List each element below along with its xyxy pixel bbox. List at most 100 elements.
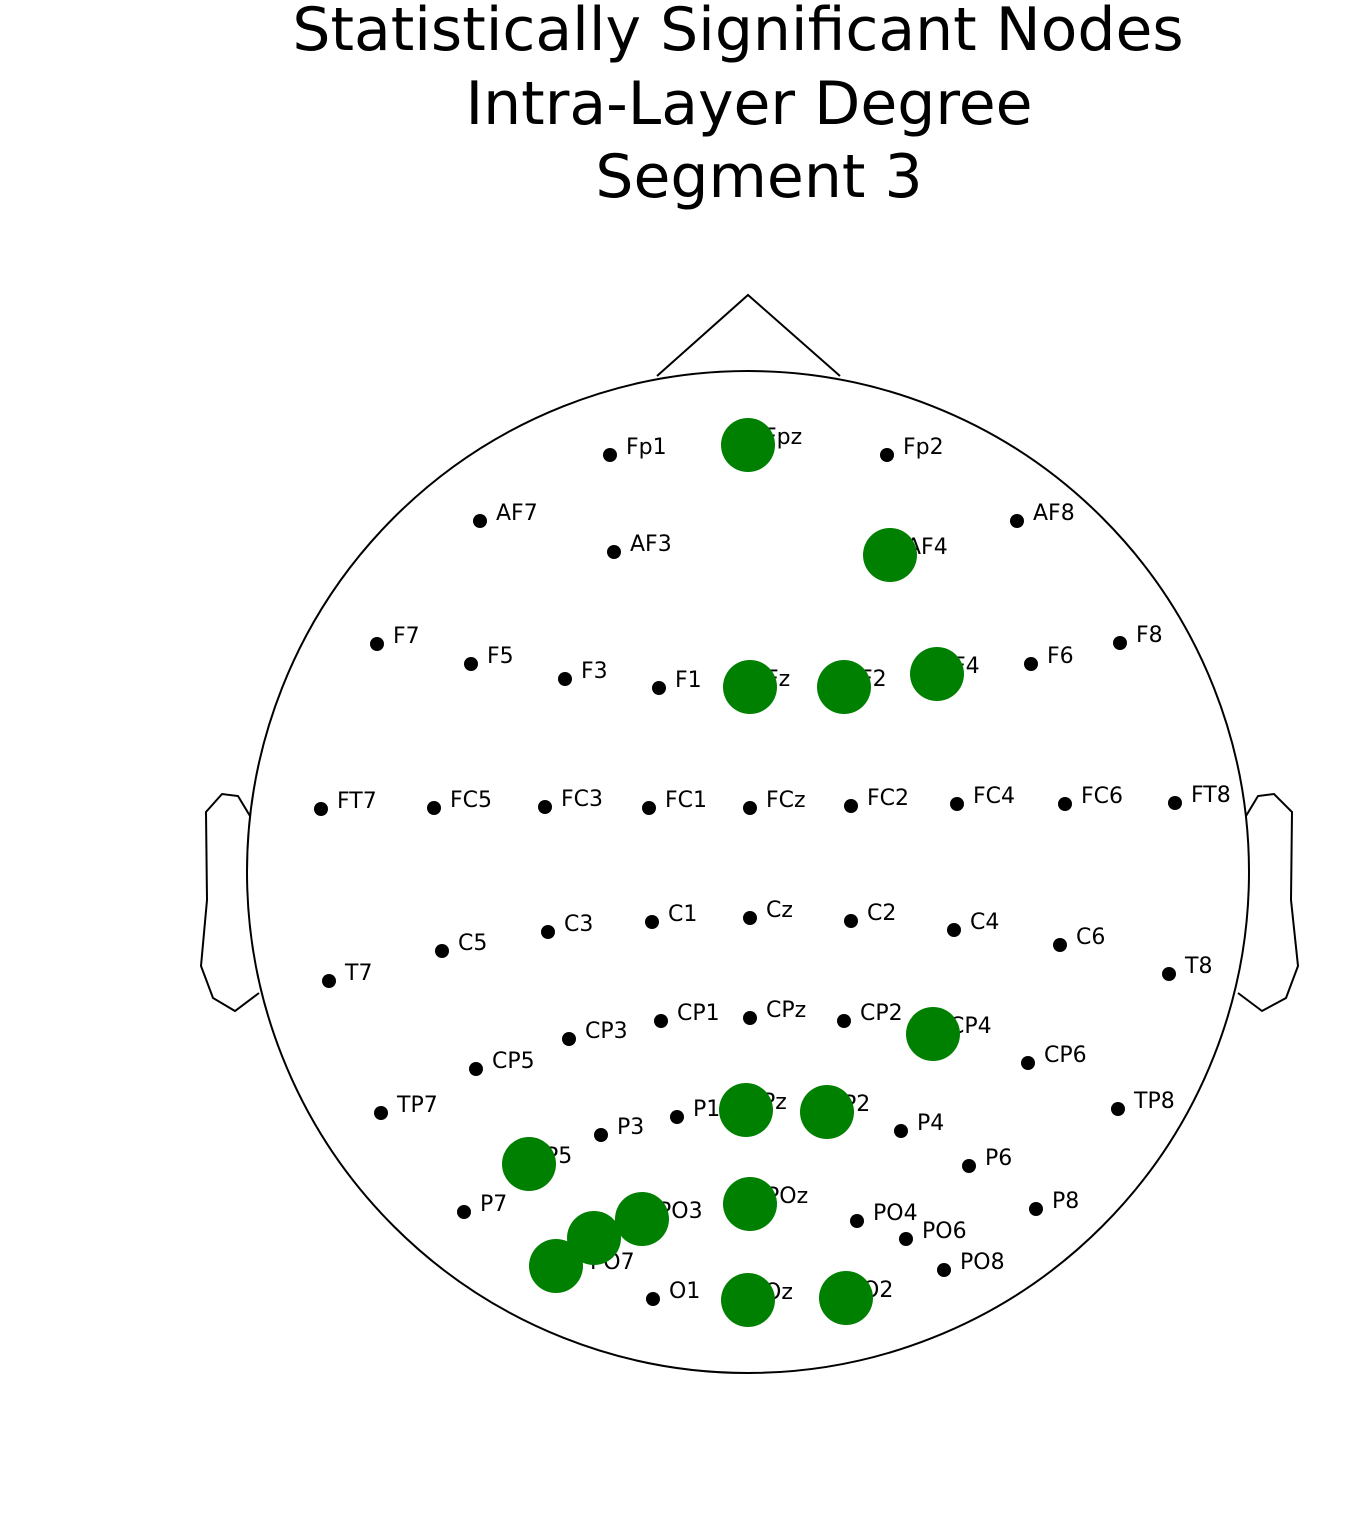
- electrode-label: F1: [675, 668, 702, 693]
- electrode: [654, 1014, 668, 1028]
- electrode: [850, 1214, 864, 1228]
- electrode-label: FCz: [766, 788, 806, 813]
- head: [246, 370, 1250, 1374]
- significant-node: [817, 660, 871, 714]
- electrode: [562, 1032, 576, 1046]
- electrode-label: F8: [1136, 623, 1163, 648]
- electrode: [1058, 797, 1072, 811]
- significant-node: [721, 1273, 775, 1327]
- electrode-label: C4: [970, 910, 999, 935]
- electrode-label: CP3: [585, 1019, 628, 1044]
- electrode-label: CP1: [677, 1001, 720, 1026]
- electrode: [457, 1205, 471, 1219]
- title-line: Intra-Layer Degree: [465, 69, 1032, 139]
- electrode: [642, 801, 656, 815]
- electrode: [473, 514, 487, 528]
- electrode: [645, 915, 659, 929]
- electrode: [538, 800, 552, 814]
- electrode: [594, 1128, 608, 1142]
- electrode: [1024, 657, 1038, 671]
- electrode: [844, 914, 858, 928]
- electrode-label: TP8: [1133, 1089, 1175, 1114]
- electrode: [370, 637, 384, 651]
- electrode-label: FC6: [1081, 784, 1123, 809]
- electrode-label: PO4: [873, 1201, 918, 1226]
- electrode-label: C3: [564, 912, 593, 937]
- significant-node: [906, 1007, 960, 1061]
- title-line: Segment 3: [595, 142, 922, 212]
- electrode-label: FT7: [337, 789, 377, 814]
- electrode-label: P1: [693, 1097, 720, 1122]
- electrode-label: AF3: [630, 532, 672, 557]
- electrode: [314, 802, 328, 816]
- electrode: [558, 672, 572, 686]
- electrode-label: F6: [1047, 644, 1074, 669]
- significant-node: [723, 1177, 777, 1231]
- significant-node: [567, 1211, 621, 1265]
- electrode-label: P7: [480, 1192, 507, 1217]
- electrode-label: FC3: [561, 787, 603, 812]
- electrode-label: Fp2: [903, 435, 944, 460]
- electrode: [1168, 796, 1182, 810]
- electrode: [435, 944, 449, 958]
- nose: [656, 293, 841, 377]
- electrode: [844, 799, 858, 813]
- electrode-label: FC2: [867, 786, 909, 811]
- electrode: [469, 1062, 483, 1076]
- electrode-label: AF7: [496, 501, 538, 526]
- electrode: [374, 1106, 388, 1120]
- electrode: [607, 545, 621, 559]
- electrode: [541, 925, 555, 939]
- electrode: [1053, 938, 1067, 952]
- electrode: [1029, 1202, 1043, 1216]
- significant-node: [800, 1085, 854, 1139]
- electrode: [743, 911, 757, 925]
- significant-node: [502, 1137, 556, 1191]
- electrode: [947, 923, 961, 937]
- electrode-label: CP2: [860, 1001, 903, 1026]
- electrode: [652, 681, 666, 695]
- significant-node: [721, 418, 775, 472]
- electrode-label: C6: [1076, 925, 1105, 950]
- electrode-label: FC4: [973, 784, 1015, 809]
- head-outline: [199, 293, 1300, 1374]
- electrode-label: Cz: [766, 898, 793, 923]
- electrode-label: C1: [668, 902, 697, 927]
- significant-node: [719, 1083, 773, 1137]
- electrode-label: F3: [581, 659, 608, 684]
- electrode-label: O1: [669, 1279, 700, 1304]
- electrode: [899, 1232, 913, 1246]
- electrode: [950, 797, 964, 811]
- electrode: [1010, 514, 1024, 528]
- title-line: Statistically Significant Nodes: [292, 0, 1183, 65]
- electrode: [894, 1124, 908, 1138]
- electrode-label: CPz: [766, 998, 806, 1023]
- electrode: [427, 801, 441, 815]
- electrode: [464, 657, 478, 671]
- electrode-label: PO6: [922, 1219, 967, 1244]
- electrode: [880, 448, 894, 462]
- electrode-label: T8: [1184, 954, 1212, 979]
- electrode-label: TP7: [396, 1093, 438, 1118]
- electrode-label: CP5: [492, 1049, 535, 1074]
- electrode: [743, 801, 757, 815]
- electrode-label: F7: [393, 624, 420, 649]
- electrode-label: FT8: [1191, 783, 1231, 808]
- significant-node: [863, 528, 917, 582]
- electrode: [1162, 967, 1176, 981]
- electrode-label: PO8: [960, 1250, 1005, 1275]
- electrode: [962, 1159, 976, 1173]
- electrode: [837, 1014, 851, 1028]
- electrode-label: P8: [1052, 1189, 1079, 1214]
- electrode: [743, 1011, 757, 1025]
- electrode: [937, 1263, 951, 1277]
- electrode-label: T7: [344, 961, 372, 986]
- significant-node: [910, 647, 964, 701]
- right-ear: [1237, 792, 1300, 1013]
- electrode: [322, 974, 336, 988]
- significant-node: [819, 1271, 873, 1325]
- electrode-label: C5: [458, 931, 487, 956]
- electrode-label: P4: [917, 1111, 944, 1136]
